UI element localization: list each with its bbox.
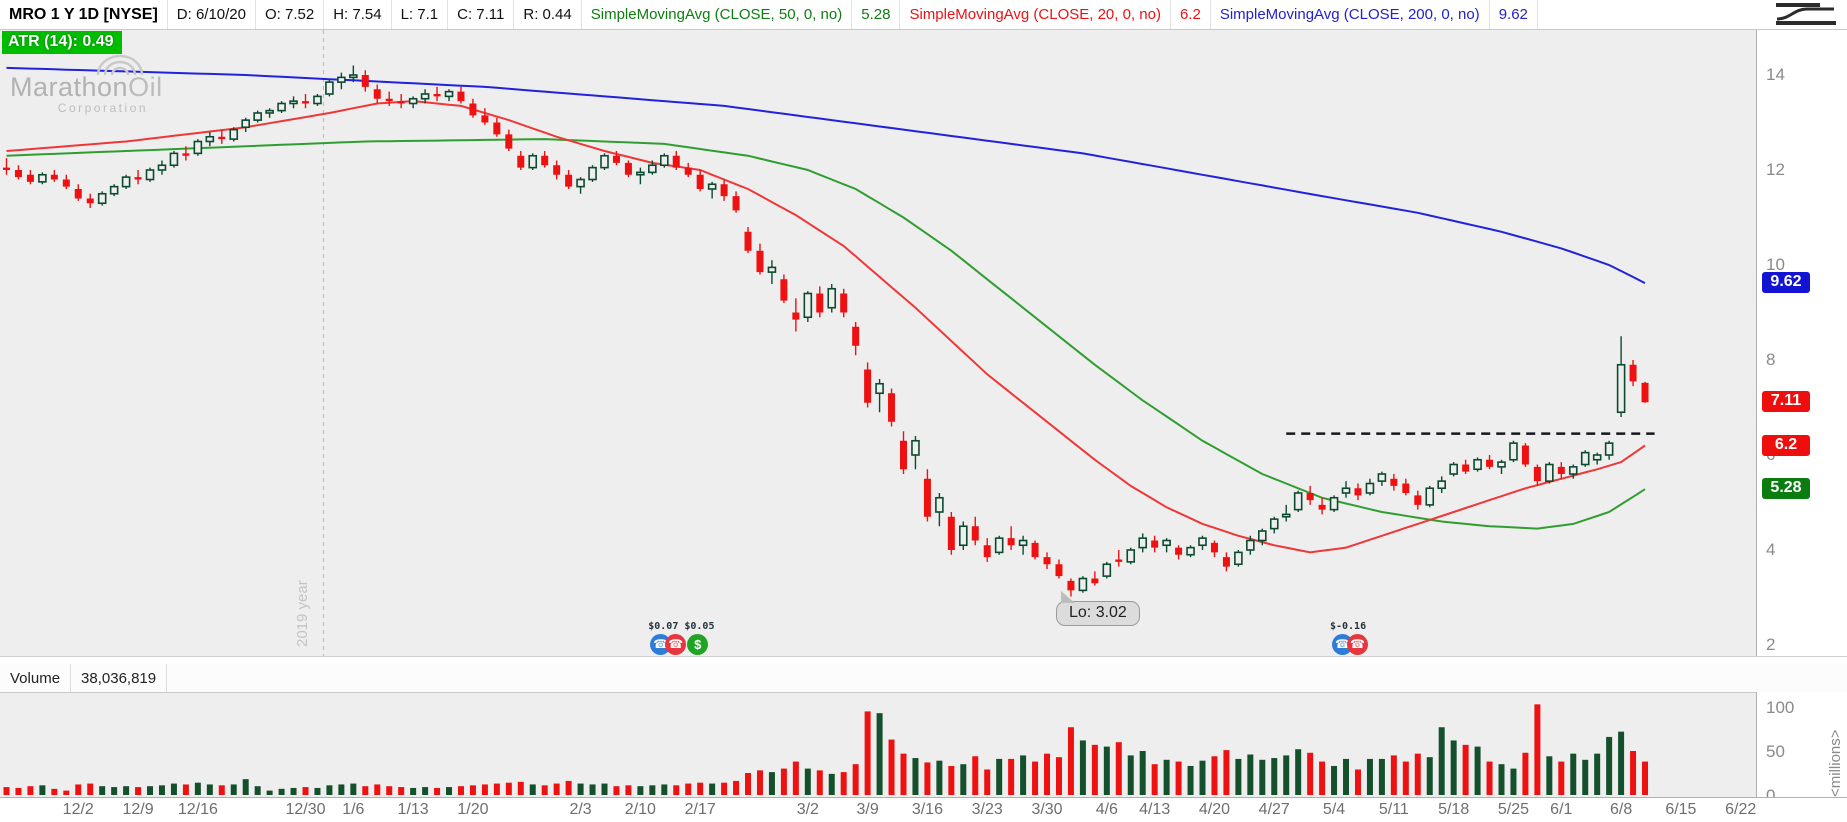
- sma50-line: [6, 138, 1646, 530]
- header-cell[interactable]: SimpleMovingAvg (CLOSE, 50, 0, no): [582, 0, 853, 29]
- corporate-event-group: $0.07 $0.05 ☎ ☎ $: [648, 621, 728, 655]
- earnings-call-event-icon[interactable]: ☎: [1346, 634, 1368, 655]
- date-tick-label: 1/13: [397, 801, 429, 818]
- header-cell: C: 7.11: [448, 0, 515, 29]
- header-cell[interactable]: SimpleMovingAvg (CLOSE, 20, 0, no): [900, 0, 1171, 29]
- volume-study-label[interactable]: Volume: [0, 664, 72, 692]
- year-divider-label: 2019 year: [294, 580, 311, 647]
- date-tick-label: 4/27: [1258, 801, 1290, 818]
- date-tick-label: 12/2: [62, 801, 94, 818]
- date-tick-label: 4/6: [1095, 801, 1118, 818]
- date-tick-label: 2/17: [684, 801, 716, 818]
- date-tick-label: 12/16: [177, 801, 218, 818]
- date-tick-label: 3/23: [971, 801, 1003, 818]
- date-tick-label: 6/15: [1665, 801, 1697, 818]
- volume-header-row: Volume 38,036,819: [0, 664, 1847, 693]
- volume-tick-label: 0: [1766, 786, 1776, 805]
- sma200-line: [6, 66, 1646, 284]
- candles-layer: [3, 65, 1649, 597]
- header-cell: 5.28: [852, 0, 901, 29]
- price-badge: 7.11: [1762, 391, 1810, 413]
- atr-study-badge: ATR (14): 0.49: [2, 31, 122, 54]
- date-tick-label: 4/13: [1139, 801, 1171, 818]
- date-tick-label: 4/20: [1198, 801, 1231, 818]
- chart-header-bar: MRO 1 Y 1D [NYSE] D: 6/10/20 O: 7.52 H: 7.5…: [0, 0, 1847, 30]
- date-tick-label: 5/25: [1497, 801, 1530, 818]
- header-cell: R: 0.44: [514, 0, 582, 29]
- marathon-logo-icon: [96, 54, 144, 76]
- date-tick-label: 1/6: [342, 801, 365, 818]
- volume-value: 38,036,819: [71, 664, 168, 692]
- header-cell[interactable]: SimpleMovingAvg (CLOSE, 200, 0, no): [1211, 0, 1490, 29]
- header-cell: 6.2: [1171, 0, 1211, 29]
- low-callout: Lo: 3.02: [1056, 591, 1140, 626]
- earnings-call-event-icon[interactable]: ☎: [665, 634, 687, 655]
- volume-tick-label: 100: [1766, 698, 1795, 717]
- chart-style-icon[interactable]: [1774, 1, 1838, 28]
- date-tick-label: 3/2: [796, 801, 819, 818]
- date-tick-label: 1/20: [457, 801, 489, 818]
- price-badge: 9.62: [1762, 272, 1810, 294]
- price-badge: 5.28: [1762, 478, 1810, 500]
- sma20-line: [6, 100, 1646, 554]
- price-axis[interactable]: 14121086429.627.116.25.28: [1756, 30, 1847, 656]
- date-tick-label: 3/16: [911, 801, 943, 818]
- volume-tick-label: 50: [1766, 742, 1785, 761]
- date-tick-label: 5/18: [1438, 801, 1470, 818]
- low-callout-text: Lo: 3.02: [1069, 604, 1127, 621]
- watermark: MarathonOil Corporation: [10, 53, 163, 115]
- event-amount-labels: $-0.16: [1329, 621, 1367, 632]
- date-tick-label: 5/11: [1378, 801, 1409, 818]
- price-tick-label: 10: [1766, 255, 1785, 274]
- price-tick-label: 8: [1766, 350, 1776, 369]
- dividend-event-icon[interactable]: $: [687, 634, 709, 655]
- date-tick-label: 2/3: [569, 801, 592, 818]
- price-tick-label: 2: [1766, 635, 1776, 654]
- header-cell: O: 7.52: [256, 0, 325, 29]
- date-tick-label: 5/4: [1322, 801, 1346, 818]
- header-cell: 9.62: [1490, 0, 1538, 29]
- price-tick-label: 12: [1766, 160, 1785, 179]
- date-tick-label: 3/30: [1031, 801, 1063, 818]
- date-tick-label: 2/10: [624, 801, 656, 818]
- volume-axis[interactable]: 100 50 0: [1756, 692, 1847, 805]
- corporate-event-group: $-0.16 ☎ ☎: [1329, 621, 1410, 655]
- price-tick-label: 4: [1766, 540, 1776, 559]
- header-cell: D: 6/10/20: [168, 0, 256, 29]
- header-cell: H: 7.54: [324, 0, 392, 29]
- date-tick-label: 12/9: [122, 801, 154, 818]
- date-tick-label: 3/9: [856, 801, 879, 818]
- date-tick-label: 12/30: [285, 801, 326, 818]
- time-axis[interactable]: 12/2 12/9 12/16 12/30 1/6 1/13 1/20 2/3 2/10 2/17…: [0, 797, 1847, 822]
- symbol-timeframe-label[interactable]: MRO 1 Y 1D [NYSE]: [0, 0, 168, 29]
- date-tick-label: 6/22: [1725, 801, 1757, 818]
- price-badge: 6.2: [1762, 434, 1810, 456]
- price-pane[interactable]: [0, 30, 1756, 656]
- volume-units-label: <millions>: [1827, 729, 1844, 797]
- date-tick-label: 6/8: [1609, 801, 1633, 818]
- watermark-name: MarathonOil: [10, 72, 163, 102]
- header-cell: L: 7.1: [392, 0, 449, 29]
- event-amount-labels: $0.07 $0.05: [648, 621, 715, 632]
- date-tick-label: 6/1: [1550, 801, 1573, 818]
- volume-bars-layer: [3, 704, 1649, 795]
- price-tick-label: 14: [1766, 65, 1785, 84]
- watermark-corporation: Corporation: [57, 101, 148, 115]
